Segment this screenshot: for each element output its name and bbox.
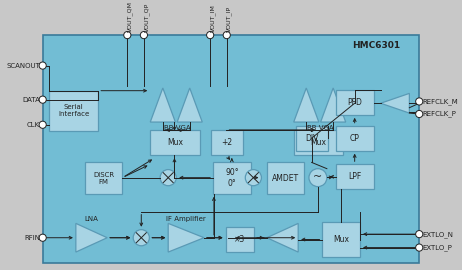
FancyBboxPatch shape: [294, 130, 343, 155]
Text: VOUT_QP: VOUT_QP: [144, 2, 150, 32]
Circle shape: [207, 32, 214, 39]
Circle shape: [39, 121, 46, 128]
Circle shape: [416, 110, 423, 117]
Circle shape: [39, 96, 46, 103]
Circle shape: [416, 244, 423, 251]
Circle shape: [133, 230, 149, 246]
Circle shape: [39, 234, 46, 241]
Circle shape: [140, 32, 147, 39]
Polygon shape: [76, 223, 107, 252]
Text: Serial
Interface: Serial Interface: [58, 104, 89, 117]
Text: CP: CP: [350, 134, 359, 143]
Text: ×3: ×3: [234, 235, 245, 244]
Text: VOUT_IP: VOUT_IP: [227, 5, 232, 32]
FancyBboxPatch shape: [322, 222, 360, 256]
Text: CLK: CLK: [27, 122, 40, 128]
Text: +2: +2: [221, 138, 232, 147]
Text: LPF: LPF: [348, 172, 361, 181]
FancyBboxPatch shape: [150, 130, 200, 155]
Polygon shape: [177, 88, 202, 122]
Text: Mux: Mux: [167, 138, 183, 147]
Text: LNA: LNA: [84, 215, 98, 222]
FancyBboxPatch shape: [336, 164, 373, 189]
Circle shape: [416, 98, 423, 105]
Text: REFCLK_P: REFCLK_P: [422, 111, 456, 117]
FancyBboxPatch shape: [336, 126, 373, 151]
FancyBboxPatch shape: [336, 90, 373, 115]
Text: 90°
0°: 90° 0°: [225, 168, 239, 188]
FancyBboxPatch shape: [225, 227, 254, 252]
FancyBboxPatch shape: [49, 91, 98, 131]
Text: RFIN: RFIN: [24, 235, 40, 241]
Circle shape: [223, 32, 231, 39]
Polygon shape: [321, 88, 346, 122]
Text: PFD: PFD: [347, 98, 362, 107]
FancyBboxPatch shape: [85, 163, 122, 194]
Polygon shape: [267, 223, 298, 252]
Circle shape: [245, 170, 261, 186]
Circle shape: [309, 169, 327, 187]
Text: BB VGA: BB VGA: [164, 125, 190, 131]
Text: BB VGA: BB VGA: [307, 125, 334, 131]
Circle shape: [160, 170, 176, 186]
FancyBboxPatch shape: [43, 35, 419, 263]
Polygon shape: [150, 88, 176, 122]
Text: AMDET: AMDET: [272, 174, 299, 183]
Text: SCANOUT: SCANOUT: [6, 63, 40, 69]
Text: Mux: Mux: [310, 138, 326, 147]
Polygon shape: [381, 93, 409, 113]
FancyBboxPatch shape: [211, 130, 243, 155]
Polygon shape: [294, 88, 319, 122]
Text: EXTLO_P: EXTLO_P: [422, 244, 452, 251]
Text: HMC6301: HMC6301: [352, 41, 400, 50]
Text: DISCR
FM: DISCR FM: [93, 172, 114, 185]
Text: IF Amplifier: IF Amplifier: [166, 215, 206, 222]
FancyBboxPatch shape: [296, 126, 328, 151]
Text: DATA: DATA: [22, 97, 40, 103]
Polygon shape: [168, 223, 204, 252]
Text: ~: ~: [313, 172, 322, 182]
Circle shape: [124, 32, 131, 39]
Text: EXTLO_N: EXTLO_N: [422, 231, 453, 238]
Text: Mux: Mux: [333, 235, 349, 244]
Circle shape: [416, 231, 423, 238]
Text: VOUT_IM: VOUT_IM: [210, 4, 216, 32]
FancyBboxPatch shape: [267, 163, 304, 194]
Circle shape: [39, 62, 46, 69]
Text: REFCLK_M: REFCLK_M: [422, 98, 458, 105]
Text: VOUT_QM: VOUT_QM: [128, 1, 133, 32]
Text: DIV: DIV: [305, 134, 318, 143]
FancyBboxPatch shape: [213, 163, 251, 194]
